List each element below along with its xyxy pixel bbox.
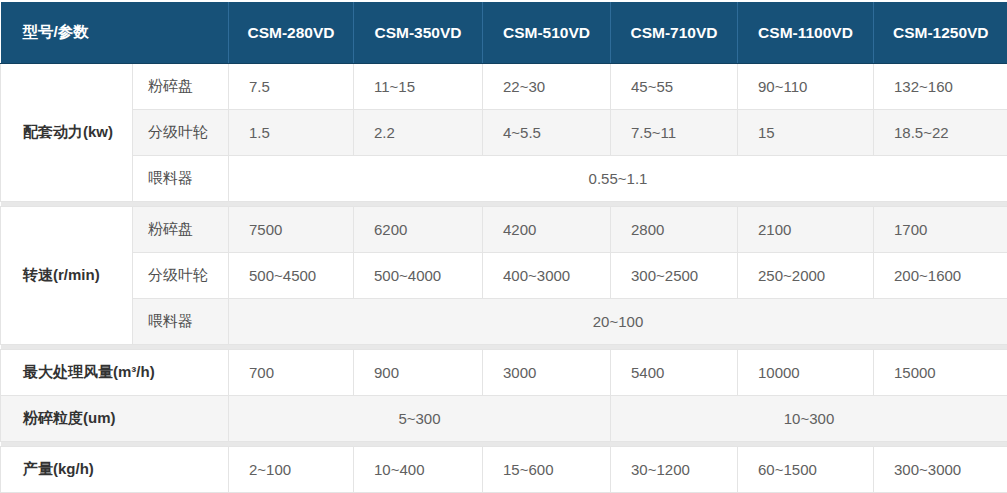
spec-value: 7500	[229, 207, 354, 253]
spec-value: 6200	[354, 207, 483, 253]
model-header-csm-280vd: CSM-280VD	[229, 2, 354, 64]
model-header-csm-1250vd: CSM-1250VD	[874, 2, 1007, 64]
row-label-airflow: 最大处理风量(m³/h)	[1, 350, 229, 396]
spec-value: 2800	[611, 207, 738, 253]
spec-value: 900	[354, 350, 483, 396]
power-feeder-row: 喂料器 0.55~1.1	[1, 156, 1007, 202]
spec-value: 10000	[738, 350, 874, 396]
fineness-row: 粉碎粒度(um) 5~300 10~300	[1, 396, 1007, 442]
spec-value: 15000	[874, 350, 1007, 396]
spec-value: 15	[738, 110, 874, 156]
spec-value: 10~400	[354, 447, 483, 493]
power-disc-row: 配套动力(kw) 粉碎盘 7.5 11~15 22~30 45~55 90~11…	[1, 64, 1007, 110]
sub-label-grinding-disc: 粉碎盘	[133, 64, 229, 110]
sub-label-feeder: 喂料器	[133, 299, 229, 345]
spec-value: 400~3000	[483, 253, 611, 299]
spec-value: 7.5	[229, 64, 354, 110]
spec-value: 132~160	[874, 64, 1007, 110]
row-label-fineness: 粉碎粒度(um)	[1, 396, 229, 442]
speed-feeder-row: 喂料器 20~100	[1, 299, 1007, 345]
power-impeller-row: 分级叶轮 1.5 2.2 4~5.5 7.5~11 15 18.5~22	[1, 110, 1007, 156]
model-header-csm-1100vd: CSM-1100VD	[738, 2, 874, 64]
spec-value: 4200	[483, 207, 611, 253]
spec-value: 500~4000	[354, 253, 483, 299]
spec-value: 200~1600	[874, 253, 1007, 299]
spec-value: 300~2500	[611, 253, 738, 299]
group-label-power: 配套动力(kw)	[1, 64, 133, 202]
spec-value: 45~55	[611, 64, 738, 110]
spec-value: 1700	[874, 207, 1007, 253]
merged-value-fineness-right: 10~300	[611, 396, 1007, 442]
sub-label-classifier-impeller: 分级叶轮	[133, 253, 229, 299]
spec-value: 1.5	[229, 110, 354, 156]
row-label-capacity: 产量(kg/h)	[1, 447, 229, 493]
spec-value: 7.5~11	[611, 110, 738, 156]
header-row: 型号/参数 CSM-280VD CSM-350VD CSM-510VD CSM-…	[1, 2, 1007, 64]
spec-value: 15~600	[483, 447, 611, 493]
sub-label-grinding-disc: 粉碎盘	[133, 207, 229, 253]
merged-value-power-feeder: 0.55~1.1	[229, 156, 1007, 202]
airflow-row: 最大处理风量(m³/h) 700 900 3000 5400 10000 150…	[1, 350, 1007, 396]
merged-value-speed-feeder: 20~100	[229, 299, 1007, 345]
spec-value: 4~5.5	[483, 110, 611, 156]
spec-value: 3000	[483, 350, 611, 396]
speed-impeller-row: 分级叶轮 500~4500 500~4000 400~3000 300~2500…	[1, 253, 1007, 299]
model-header-csm-510vd: CSM-510VD	[483, 2, 611, 64]
spec-value: 2100	[738, 207, 874, 253]
spec-value: 30~1200	[611, 447, 738, 493]
spec-value: 90~110	[738, 64, 874, 110]
spec-value: 60~1500	[738, 447, 874, 493]
sub-label-classifier-impeller: 分级叶轮	[133, 110, 229, 156]
sub-label-feeder: 喂料器	[133, 156, 229, 202]
spec-value: 5400	[611, 350, 738, 396]
spec-value: 11~15	[354, 64, 483, 110]
spec-value: 22~30	[483, 64, 611, 110]
spec-table: 型号/参数 CSM-280VD CSM-350VD CSM-510VD CSM-…	[0, 2, 1007, 493]
merged-value-fineness-left: 5~300	[229, 396, 611, 442]
spec-value: 18.5~22	[874, 110, 1007, 156]
group-label-speed: 转速(r/min)	[1, 207, 133, 345]
capacity-row: 产量(kg/h) 2~100 10~400 15~600 30~1200 60~…	[1, 447, 1007, 493]
spec-value: 2~100	[229, 447, 354, 493]
spec-value: 500~4500	[229, 253, 354, 299]
speed-disc-row: 转速(r/min) 粉碎盘 7500 6200 4200 2800 2100 1…	[1, 207, 1007, 253]
param-header-cell: 型号/参数	[1, 2, 229, 64]
spec-value: 700	[229, 350, 354, 396]
model-header-csm-710vd: CSM-710VD	[611, 2, 738, 64]
spec-page: 型号/参数 CSM-280VD CSM-350VD CSM-510VD CSM-…	[0, 0, 1007, 493]
spec-value: 300~3000	[874, 447, 1007, 493]
spec-value: 2.2	[354, 110, 483, 156]
spec-value: 250~2000	[738, 253, 874, 299]
model-header-csm-350vd: CSM-350VD	[354, 2, 483, 64]
